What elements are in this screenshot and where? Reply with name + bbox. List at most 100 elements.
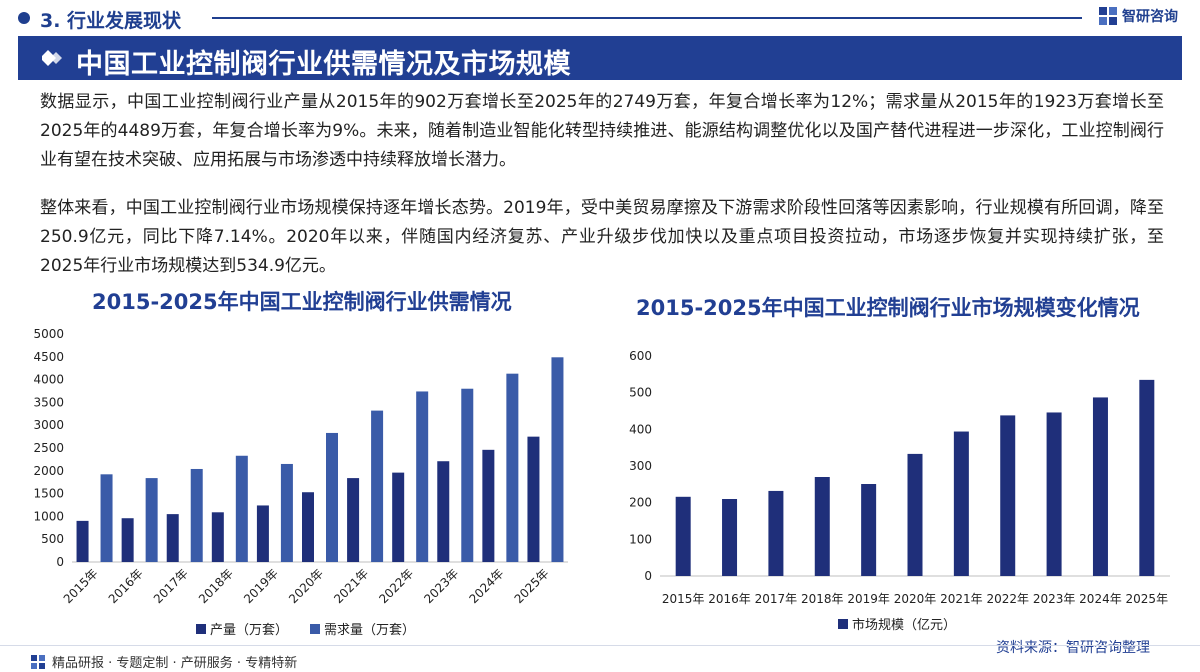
y-tick-label: 5000 <box>33 327 64 341</box>
x-tick-label: 2022年 <box>986 592 1029 606</box>
summary-paragraph-1: 数据显示，中国工业控制阀行业产量从2015年的902万套增长至2025年的274… <box>40 92 1164 170</box>
x-tick-label: 2017年 <box>755 592 798 606</box>
supply-demand-legend: 产量（万套） 需求量（万套） <box>196 619 437 638</box>
x-tick-label: 2024年 <box>1079 592 1122 606</box>
bar-production <box>392 472 405 562</box>
legend-swatch-market-size <box>838 618 848 629</box>
bar-demand <box>145 478 158 562</box>
x-tick-label: 2016年 <box>708 592 751 606</box>
data-source: 资料来源：智研咨询整理 <box>996 640 1150 656</box>
footer-tagline: 精品研报 · 专题定制 · 产研服务 · 专精特新 <box>52 656 298 671</box>
header-divider <box>212 17 1082 19</box>
y-tick-label: 0 <box>644 569 652 583</box>
diamond-icon <box>42 50 62 66</box>
y-tick-label: 100 <box>629 532 652 546</box>
bar-production <box>211 512 224 562</box>
x-tick-label: 2016年 <box>106 566 146 606</box>
summary-paragraph-2: 整体来看，中国工业控制阀行业市场规模保持逐年增长态势。2019年，受中美贸易摩擦… <box>40 198 1164 276</box>
page-title: 中国工业控制阀行业供需情况及市场规模 <box>76 49 571 80</box>
supply-demand-chart: 0 500 1000 1500 2000 2500 3000 3500 4000 4500 5000… <box>33 327 568 606</box>
x-tick-label: 2023年 <box>421 566 461 606</box>
y-tick-label: 500 <box>629 386 652 400</box>
y-tick-label: 200 <box>629 496 652 510</box>
y-tick-label: 2500 <box>33 441 64 455</box>
top-header-bar: 3. 行业发展现状 智研咨询 <box>0 0 1200 36</box>
bar-market-size <box>1000 415 1016 576</box>
bar-production <box>76 520 89 562</box>
x-tick-label: 2023年 <box>1033 592 1076 606</box>
x-tick-label: 2020年 <box>286 566 326 606</box>
page-title-band: 中国工业控制阀行业供需情况及市场规模 <box>18 36 1182 80</box>
y-tick-label: 1500 <box>33 487 64 501</box>
bar-production <box>121 518 134 562</box>
brand-logo-icon <box>1099 7 1117 25</box>
y-tick-label: 400 <box>629 422 652 436</box>
bar-demand <box>416 391 429 562</box>
bar-demand <box>235 455 248 562</box>
bar-market-size <box>814 477 830 576</box>
bar-market-size <box>907 453 923 576</box>
x-tick-label: 2018年 <box>196 566 236 606</box>
x-tick-label: 2015年 <box>61 566 101 606</box>
bar-market-size <box>1139 379 1155 576</box>
bar-production <box>347 478 360 562</box>
y-tick-label: 300 <box>629 459 652 473</box>
bar-market-size <box>768 490 784 576</box>
bar-demand <box>551 357 564 562</box>
legend-item-production: 产量（万套） <box>196 619 288 638</box>
y-tick-label: 0 <box>56 555 64 569</box>
y-tick-label: 3500 <box>33 395 64 409</box>
bar-demand <box>371 410 384 562</box>
bar-production <box>482 449 495 562</box>
section-label: 3. 行业发展现状 <box>40 10 182 32</box>
y-tick-label: 600 <box>629 349 652 363</box>
footer-divider <box>0 645 1200 646</box>
x-tick-label: 2022年 <box>376 566 416 606</box>
bar-demand <box>461 388 474 562</box>
bar-market-size <box>953 431 969 576</box>
x-tick-label: 2015年 <box>662 592 705 606</box>
legend-label-market-size: 市场规模（亿元） <box>852 618 957 633</box>
x-tick-label: 2017年 <box>151 566 191 606</box>
x-tick-label: 2018年 <box>801 592 844 606</box>
bar-market-size <box>1046 412 1062 576</box>
bar-market-size <box>1092 397 1108 576</box>
bar-market-size <box>675 496 691 576</box>
x-tick-label: 2020年 <box>894 592 937 606</box>
section-bullet-icon <box>18 12 30 24</box>
market-size-chart-title: 2015-2025年中国工业控制阀行业市场规模变化情况 <box>636 296 1140 320</box>
bar-production <box>256 505 269 562</box>
bar-market-size <box>861 484 877 576</box>
x-tick-label: 2025年 <box>512 566 552 606</box>
footer: 精品研报 · 专题定制 · 产研服务 · 专精特新 <box>30 652 297 671</box>
market-size-legend: 市场规模（亿元） <box>838 614 978 633</box>
legend-label-demand: 需求量（万套） <box>324 623 416 638</box>
brand-name: 智研咨询 <box>1122 9 1178 25</box>
legend-item-demand: 需求量（万套） <box>310 619 415 638</box>
y-tick-label: 3000 <box>33 418 64 432</box>
bar-production <box>527 436 540 562</box>
x-tick-label: 2019年 <box>847 592 890 606</box>
bar-production <box>437 461 450 562</box>
x-tick-label: 2019年 <box>241 566 281 606</box>
footer-logo-icon <box>31 654 45 669</box>
y-tick-label: 2000 <box>33 464 64 478</box>
y-tick-label: 1000 <box>33 509 64 523</box>
bar-market-size <box>722 499 738 576</box>
x-tick-label: 2025年 <box>1126 592 1169 606</box>
legend-label-production: 产量（万套） <box>210 623 289 638</box>
legend-swatch-production <box>196 623 206 634</box>
y-tick-label: 500 <box>41 532 64 546</box>
bar-production <box>302 492 314 562</box>
x-tick-label: 2021年 <box>331 566 371 606</box>
bar-demand <box>100 474 113 562</box>
bar-demand <box>280 463 293 562</box>
bar-demand <box>190 468 203 562</box>
bar-production <box>166 514 179 562</box>
x-tick-label: 2021年 <box>940 592 983 606</box>
legend-item-market-size: 市场规模（亿元） <box>838 614 956 633</box>
bar-demand <box>506 373 519 562</box>
y-tick-label: 4500 <box>33 350 64 364</box>
x-tick-label: 2024年 <box>467 566 507 606</box>
